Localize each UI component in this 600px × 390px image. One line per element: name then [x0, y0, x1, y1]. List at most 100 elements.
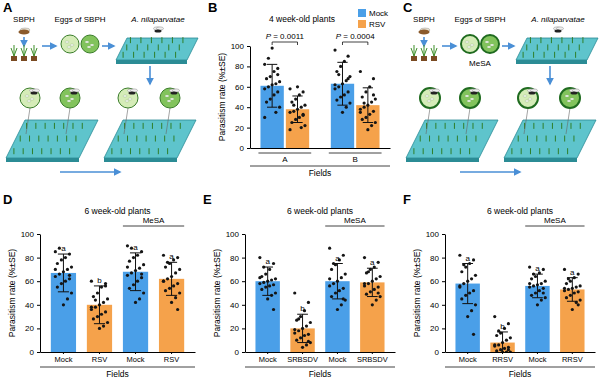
data-point — [346, 90, 349, 93]
data-point — [542, 287, 545, 290]
tick: 0 — [30, 348, 40, 357]
data-point — [528, 282, 531, 285]
plant — [75, 136, 76, 142]
field-edge — [6, 158, 79, 162]
data-point — [579, 284, 582, 287]
tick: SRBSDV — [357, 352, 388, 364]
group-line — [329, 153, 382, 154]
axis-line — [245, 235, 246, 353]
egg — [465, 41, 469, 43]
wasp-body — [555, 30, 562, 33]
data-point — [334, 291, 337, 294]
plant — [561, 123, 562, 129]
data-point — [507, 322, 510, 325]
arrow — [60, 171, 120, 173]
data-point — [66, 268, 69, 271]
plant — [72, 123, 73, 129]
field-edge — [406, 158, 479, 162]
error-bar — [297, 314, 308, 342]
axis-title: Fields — [309, 168, 332, 178]
field — [6, 120, 98, 158]
data-point — [335, 70, 338, 73]
axis-title: Parasitism rate (%±SE) — [7, 249, 17, 337]
group-line — [325, 226, 384, 227]
tick-label: 100 — [226, 230, 240, 239]
tick-mark — [502, 352, 503, 354]
data-point — [294, 97, 297, 100]
data-point — [164, 289, 167, 292]
plant — [41, 148, 42, 154]
diagram-label: MeSA — [469, 59, 491, 68]
magnified-view — [160, 88, 180, 108]
egg — [485, 41, 489, 43]
tick-mark — [135, 352, 136, 354]
plant — [457, 136, 458, 142]
data-point — [472, 289, 475, 292]
tick-mark — [37, 305, 40, 306]
tick-label: Mock — [328, 355, 346, 364]
data-point — [264, 286, 267, 289]
data-point — [344, 273, 347, 276]
error-bar — [337, 62, 347, 105]
plant — [161, 37, 162, 43]
data-point — [90, 306, 93, 309]
figure: ASBPHEggs of SBPHA. nilaparvataeCSBPHEgg… — [0, 0, 600, 390]
tick-label: 60 — [235, 83, 244, 92]
plant — [533, 52, 534, 58]
data-point — [375, 277, 378, 280]
data-point — [288, 128, 291, 131]
axis-title-line — [445, 367, 595, 368]
plant — [469, 148, 470, 154]
plant — [165, 52, 166, 58]
data-point — [575, 286, 578, 289]
data-point — [178, 291, 181, 294]
tick: 20 — [230, 324, 245, 333]
data-point — [132, 256, 135, 259]
tick-label: Mock — [528, 355, 546, 364]
tick-mark — [37, 258, 40, 259]
tick: 40 — [235, 103, 250, 112]
plant — [561, 37, 562, 43]
egg — [425, 95, 429, 97]
data-point — [272, 283, 275, 286]
pot — [421, 56, 427, 61]
egg — [90, 44, 94, 46]
data-point — [258, 276, 261, 279]
magnified-view — [20, 88, 40, 108]
plot-marks — [260, 46, 379, 148]
egg — [25, 95, 29, 97]
y-axis: 020406080100 — [21, 230, 41, 357]
significance-letter: a — [133, 243, 138, 252]
tick: Mock — [459, 352, 477, 364]
tick-mark — [99, 352, 100, 354]
plant — [173, 136, 174, 142]
data-point — [472, 258, 475, 261]
insect-body — [19, 30, 30, 35]
plant-blade — [24, 48, 27, 56]
data-point — [370, 101, 373, 104]
egg — [125, 100, 129, 102]
data-point — [302, 90, 305, 93]
egg — [65, 95, 69, 97]
data-point — [307, 301, 310, 304]
data-point — [377, 291, 380, 294]
data-point — [328, 277, 331, 280]
axis-line — [446, 352, 596, 353]
plant — [35, 123, 36, 129]
field-edge — [116, 60, 187, 64]
plant — [546, 136, 547, 142]
data-point — [565, 282, 568, 285]
tick-label: 40 — [235, 103, 244, 112]
plant — [57, 136, 58, 142]
plant-blade — [434, 48, 437, 56]
pot — [21, 56, 27, 61]
data-point — [299, 336, 302, 339]
diagram-label: A. nilaparvatae — [530, 15, 585, 24]
tick-label: Mock — [259, 355, 277, 364]
data-point — [364, 90, 367, 93]
error-bar — [292, 96, 302, 123]
egg — [67, 46, 71, 48]
egg — [490, 44, 494, 46]
data-point — [460, 297, 463, 300]
plant — [118, 136, 119, 142]
